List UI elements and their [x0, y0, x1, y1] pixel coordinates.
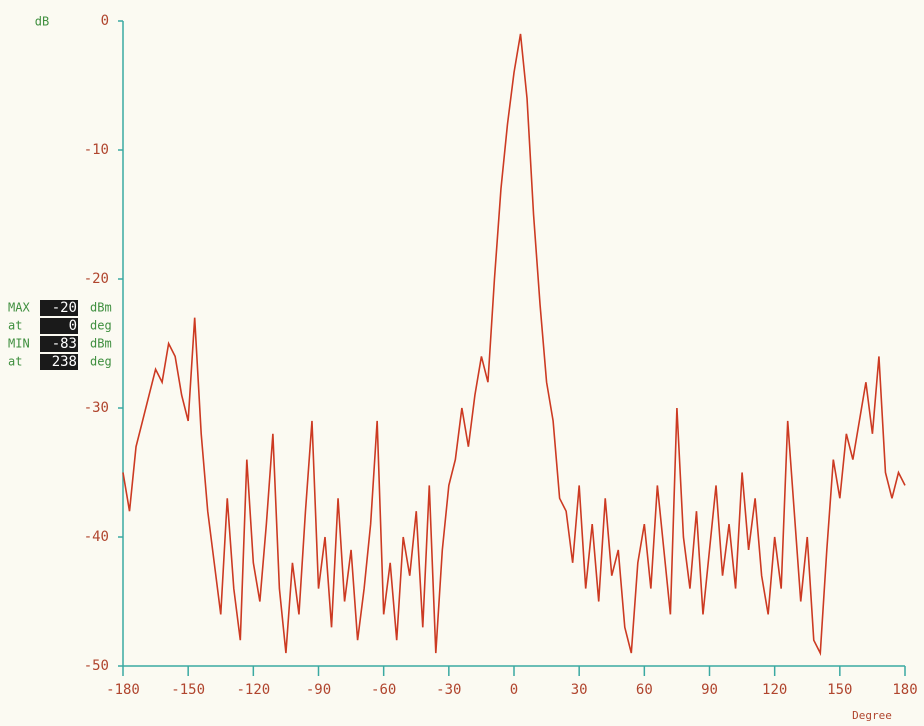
readout-unit: deg: [90, 319, 112, 333]
y-tick-label: -10: [84, 142, 109, 158]
trace: [122, 33, 906, 657]
y-tick-label: -40: [84, 529, 109, 545]
readout-value: 238: [52, 354, 77, 370]
readout-label: MIN: [8, 337, 30, 351]
x-tick-label: 150: [827, 682, 852, 698]
x-tick-label: 30: [571, 682, 588, 698]
x-tick-label: -120: [236, 682, 270, 698]
x-tick-label: 120: [762, 682, 787, 698]
readout-value: -20: [52, 300, 77, 316]
y-tick-label: 0: [101, 13, 109, 29]
x-tick-label: 180: [892, 682, 917, 698]
readout-unit: deg: [90, 355, 112, 369]
y-tick-label: -50: [84, 658, 109, 674]
x-tick-label: 0: [510, 682, 518, 698]
readout-label: at: [8, 319, 22, 333]
y-axis-label: dB: [35, 15, 49, 29]
y-tick-label: -20: [84, 271, 109, 287]
x-tick-label: 60: [636, 682, 653, 698]
readout-box: [40, 354, 78, 370]
readout-label: at: [8, 355, 22, 369]
x-tick-label: -60: [371, 682, 396, 698]
x-tick-label: 90: [701, 682, 718, 698]
x-tick-label: -180: [106, 682, 140, 698]
readout-box: [40, 300, 78, 316]
readout-unit: dBm: [90, 301, 112, 315]
y-tick-label: -30: [84, 400, 109, 416]
readout-value: 0: [69, 318, 77, 334]
x-tick-label: -150: [171, 682, 205, 698]
readout-box: [40, 318, 78, 334]
readout-label: MAX: [8, 301, 30, 315]
x-tick-label: -30: [436, 682, 461, 698]
readout-value: -83: [52, 336, 77, 352]
x-axis-label: Degree: [852, 709, 892, 722]
readout-box: [40, 336, 78, 352]
readout-unit: dBm: [90, 337, 112, 351]
x-tick-label: -90: [306, 682, 331, 698]
